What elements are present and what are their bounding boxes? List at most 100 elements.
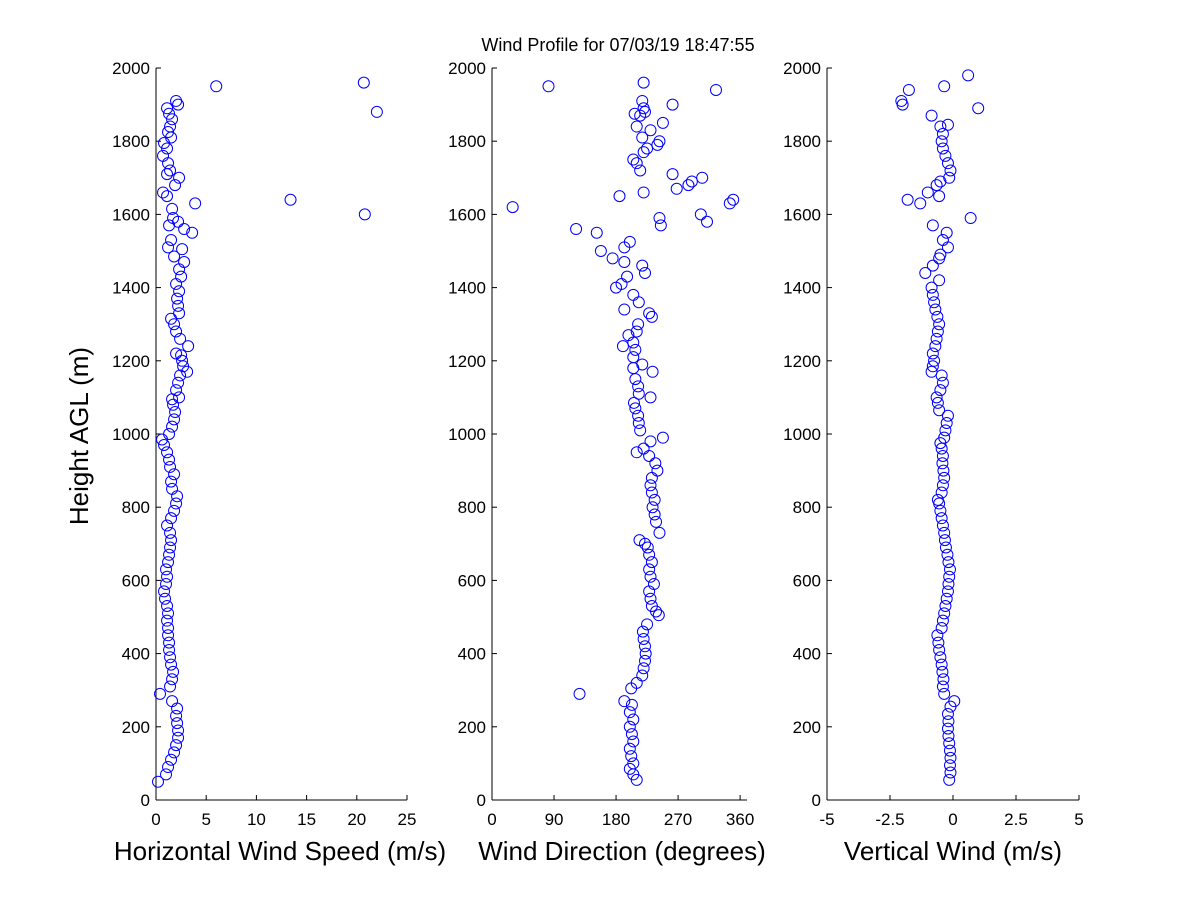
vertical-data-point xyxy=(921,186,934,199)
speed-data-point xyxy=(162,761,175,774)
speed-x-tick-label: 5 xyxy=(201,810,210,829)
direction-data-point xyxy=(632,417,645,430)
direction-data-point xyxy=(627,735,640,748)
direction-data-point xyxy=(656,431,669,444)
speed-data-point xyxy=(175,270,188,283)
speed-data-point xyxy=(210,80,223,93)
direction-x-tick-label: 0 xyxy=(487,810,496,829)
direction-data-point xyxy=(644,124,657,137)
speed-data-point xyxy=(166,482,179,495)
direction-y-tick-label: 200 xyxy=(458,718,486,737)
direction-data-point xyxy=(634,164,647,177)
vertical-data-point xyxy=(934,504,947,517)
direction-data-point xyxy=(637,76,650,89)
speed-data-point xyxy=(174,369,187,382)
direction-data-point xyxy=(709,83,722,96)
vertical-data-point xyxy=(933,318,946,331)
direction-data-point xyxy=(641,618,654,631)
speed-data-point xyxy=(173,391,186,404)
speed-data-point xyxy=(161,570,174,583)
speed-data-point xyxy=(162,126,175,139)
direction-data-point xyxy=(632,409,645,422)
direction-data-point xyxy=(637,662,650,675)
speed-data-point xyxy=(284,193,297,206)
vertical-data-point xyxy=(930,332,943,345)
direction-data-point xyxy=(645,556,658,569)
vertical-data-point xyxy=(948,695,961,708)
direction-y-tick-label: 600 xyxy=(458,571,486,590)
direction-data-point xyxy=(644,479,657,492)
speed-data-point xyxy=(358,208,371,221)
vertical-data-point xyxy=(931,325,944,338)
direction-data-point xyxy=(637,186,650,199)
vertical-data-point xyxy=(935,621,948,634)
speed-data-point xyxy=(166,113,179,126)
speed-data-point xyxy=(162,621,175,634)
direction-x-tick-label: 270 xyxy=(664,810,692,829)
vertical-data-point xyxy=(934,384,947,397)
direction-data-point xyxy=(632,318,645,331)
speed-data-point xyxy=(161,614,174,627)
speed-data-point xyxy=(173,263,186,276)
direction-data-point xyxy=(627,351,640,364)
speed-data-point xyxy=(163,453,176,466)
direction-data-point xyxy=(643,548,656,561)
vertical-data-point xyxy=(942,556,955,569)
speed-data-point xyxy=(173,285,186,298)
speed-data-point xyxy=(158,585,171,598)
direction-data-point xyxy=(645,486,658,499)
direction-data-point xyxy=(645,471,658,484)
direction-data-point xyxy=(696,171,709,184)
speed-data-point xyxy=(162,556,175,569)
vertical-data-point xyxy=(944,766,957,779)
direction-data-point xyxy=(629,373,642,386)
vertical-data-point xyxy=(936,234,949,247)
direction-data-point xyxy=(645,600,658,613)
direction-data-point xyxy=(653,212,666,225)
vertical-data-point xyxy=(931,629,944,642)
speed-y-tick-label: 200 xyxy=(122,718,150,737)
vertical-data-point xyxy=(929,340,942,353)
speed-data-point xyxy=(160,563,173,576)
direction-x-tick-label: 180 xyxy=(602,810,630,829)
vertical-data-point xyxy=(938,80,951,93)
speed-data-point xyxy=(165,234,178,247)
speed-data-point xyxy=(176,354,189,367)
vertical-data-point xyxy=(931,396,944,409)
vertical-data-point xyxy=(941,118,954,131)
vertical-data-point xyxy=(935,369,948,382)
direction-data-point xyxy=(629,343,642,356)
speed-data-point xyxy=(172,299,185,312)
speed-y-tick-label: 1200 xyxy=(112,352,150,371)
vertical-data-point xyxy=(944,164,957,177)
speed-data-point xyxy=(165,534,178,547)
direction-data-point xyxy=(639,266,651,279)
speed-data-point xyxy=(162,629,175,642)
direction-data-point xyxy=(594,245,607,257)
direction-data-point xyxy=(723,197,736,210)
vertical-data-point xyxy=(934,120,947,133)
speed-data-point xyxy=(157,186,170,199)
direction-data-point xyxy=(630,120,643,133)
direction-y-tick-label: 1200 xyxy=(448,352,486,371)
direction-data-point xyxy=(644,592,657,605)
vertical-x-tick-label: 2.5 xyxy=(1004,810,1028,829)
speed-data-point xyxy=(172,376,185,389)
speed-data-point xyxy=(167,665,180,678)
speed-data-point xyxy=(172,98,185,111)
direction-data-point xyxy=(590,226,603,239)
direction-y-tick-label: 400 xyxy=(458,645,486,664)
direction-data-point xyxy=(636,669,649,682)
direction-data-point xyxy=(643,563,656,576)
speed-data-point xyxy=(154,687,167,700)
vertical-data-point xyxy=(935,658,948,671)
speed-data-point xyxy=(161,168,174,181)
direction-data-point xyxy=(632,296,645,309)
direction-data-point xyxy=(633,534,646,547)
speed-data-point xyxy=(170,384,183,397)
direction-data-point xyxy=(637,102,650,115)
direction-data-point xyxy=(727,193,740,206)
speed-data-point xyxy=(171,702,184,715)
direction-data-point xyxy=(627,396,640,409)
direction-data-point xyxy=(670,182,683,195)
